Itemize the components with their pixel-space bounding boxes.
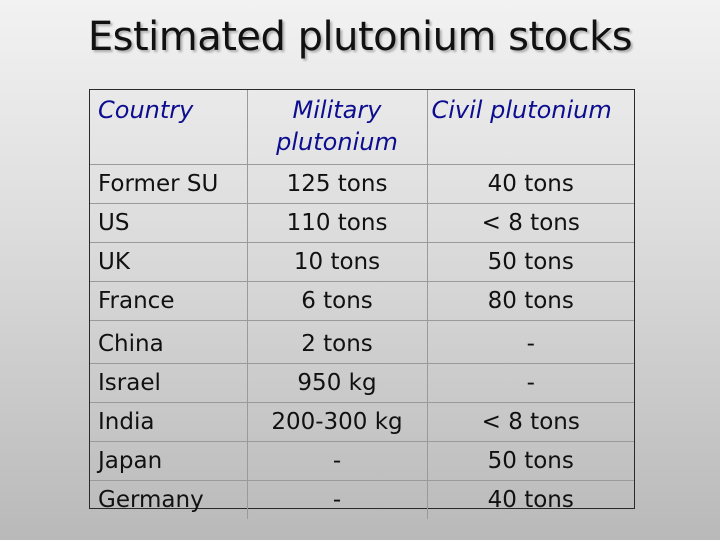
table-row: US 110 tons < 8 tons — [90, 203, 634, 243]
cell-civil: - — [427, 320, 634, 364]
cell-country: Germany — [90, 480, 248, 519]
cell-military: 6 tons — [247, 281, 428, 321]
header-civil-plutonium: Civil plutonium — [427, 90, 634, 165]
table-row: China 2 tons - — [90, 320, 634, 364]
cell-country: US — [90, 203, 248, 243]
cell-civil: 40 tons — [487, 487, 574, 513]
plutonium-table-frame: Country Military plutonium Civil plutoni… — [89, 89, 635, 519]
cell-country: India — [90, 402, 248, 442]
cell-military: 125 tons — [247, 164, 428, 204]
table-row: Israel 950 kg - — [90, 363, 634, 403]
cell-country: Former SU — [90, 164, 248, 204]
cell-civil: 50 tons — [427, 242, 634, 282]
header-military-plutonium: Military plutonium — [247, 90, 428, 165]
cell-military: 110 tons — [247, 203, 428, 243]
cell-military: - — [247, 480, 428, 519]
table-row: Former SU 125 tons 40 tons — [90, 164, 634, 204]
table-header-row: Country Military plutonium Civil plutoni… — [90, 90, 634, 165]
table-row: UK 10 tons 50 tons — [90, 242, 634, 282]
table-row: Germany - 40 tons — [90, 480, 634, 519]
table-row: India 200-300 kg < 8 tons — [90, 402, 634, 442]
cell-country: France — [90, 281, 248, 321]
cell-civil: 80 tons — [427, 281, 634, 321]
cell-military: 950 kg — [247, 363, 428, 403]
cell-country: China — [90, 320, 248, 364]
plutonium-stocks-table: Country Military plutonium Civil plutoni… — [90, 90, 634, 519]
cell-military: 10 tons — [247, 242, 428, 282]
cell-civil: < 8 tons — [427, 402, 634, 442]
cell-country: Israel — [90, 363, 248, 403]
table-row: France 6 tons 80 tons — [90, 281, 634, 321]
slide-title: Estimated plutonium stocks — [87, 14, 633, 60]
cell-civil: 50 tons — [427, 441, 634, 481]
cell-country: UK — [90, 242, 248, 282]
cell-civil: - — [427, 363, 634, 403]
cell-civil: 40 tons — [427, 164, 634, 204]
cell-military: - — [247, 441, 428, 481]
cell-military: 200-300 kg — [247, 402, 428, 442]
cell-military: 2 tons — [247, 320, 428, 364]
table-row: Japan - 50 tons — [90, 441, 634, 481]
cell-civil: < 8 tons — [427, 203, 634, 243]
header-country: Country — [90, 90, 248, 165]
cell-country: Japan — [90, 441, 248, 481]
